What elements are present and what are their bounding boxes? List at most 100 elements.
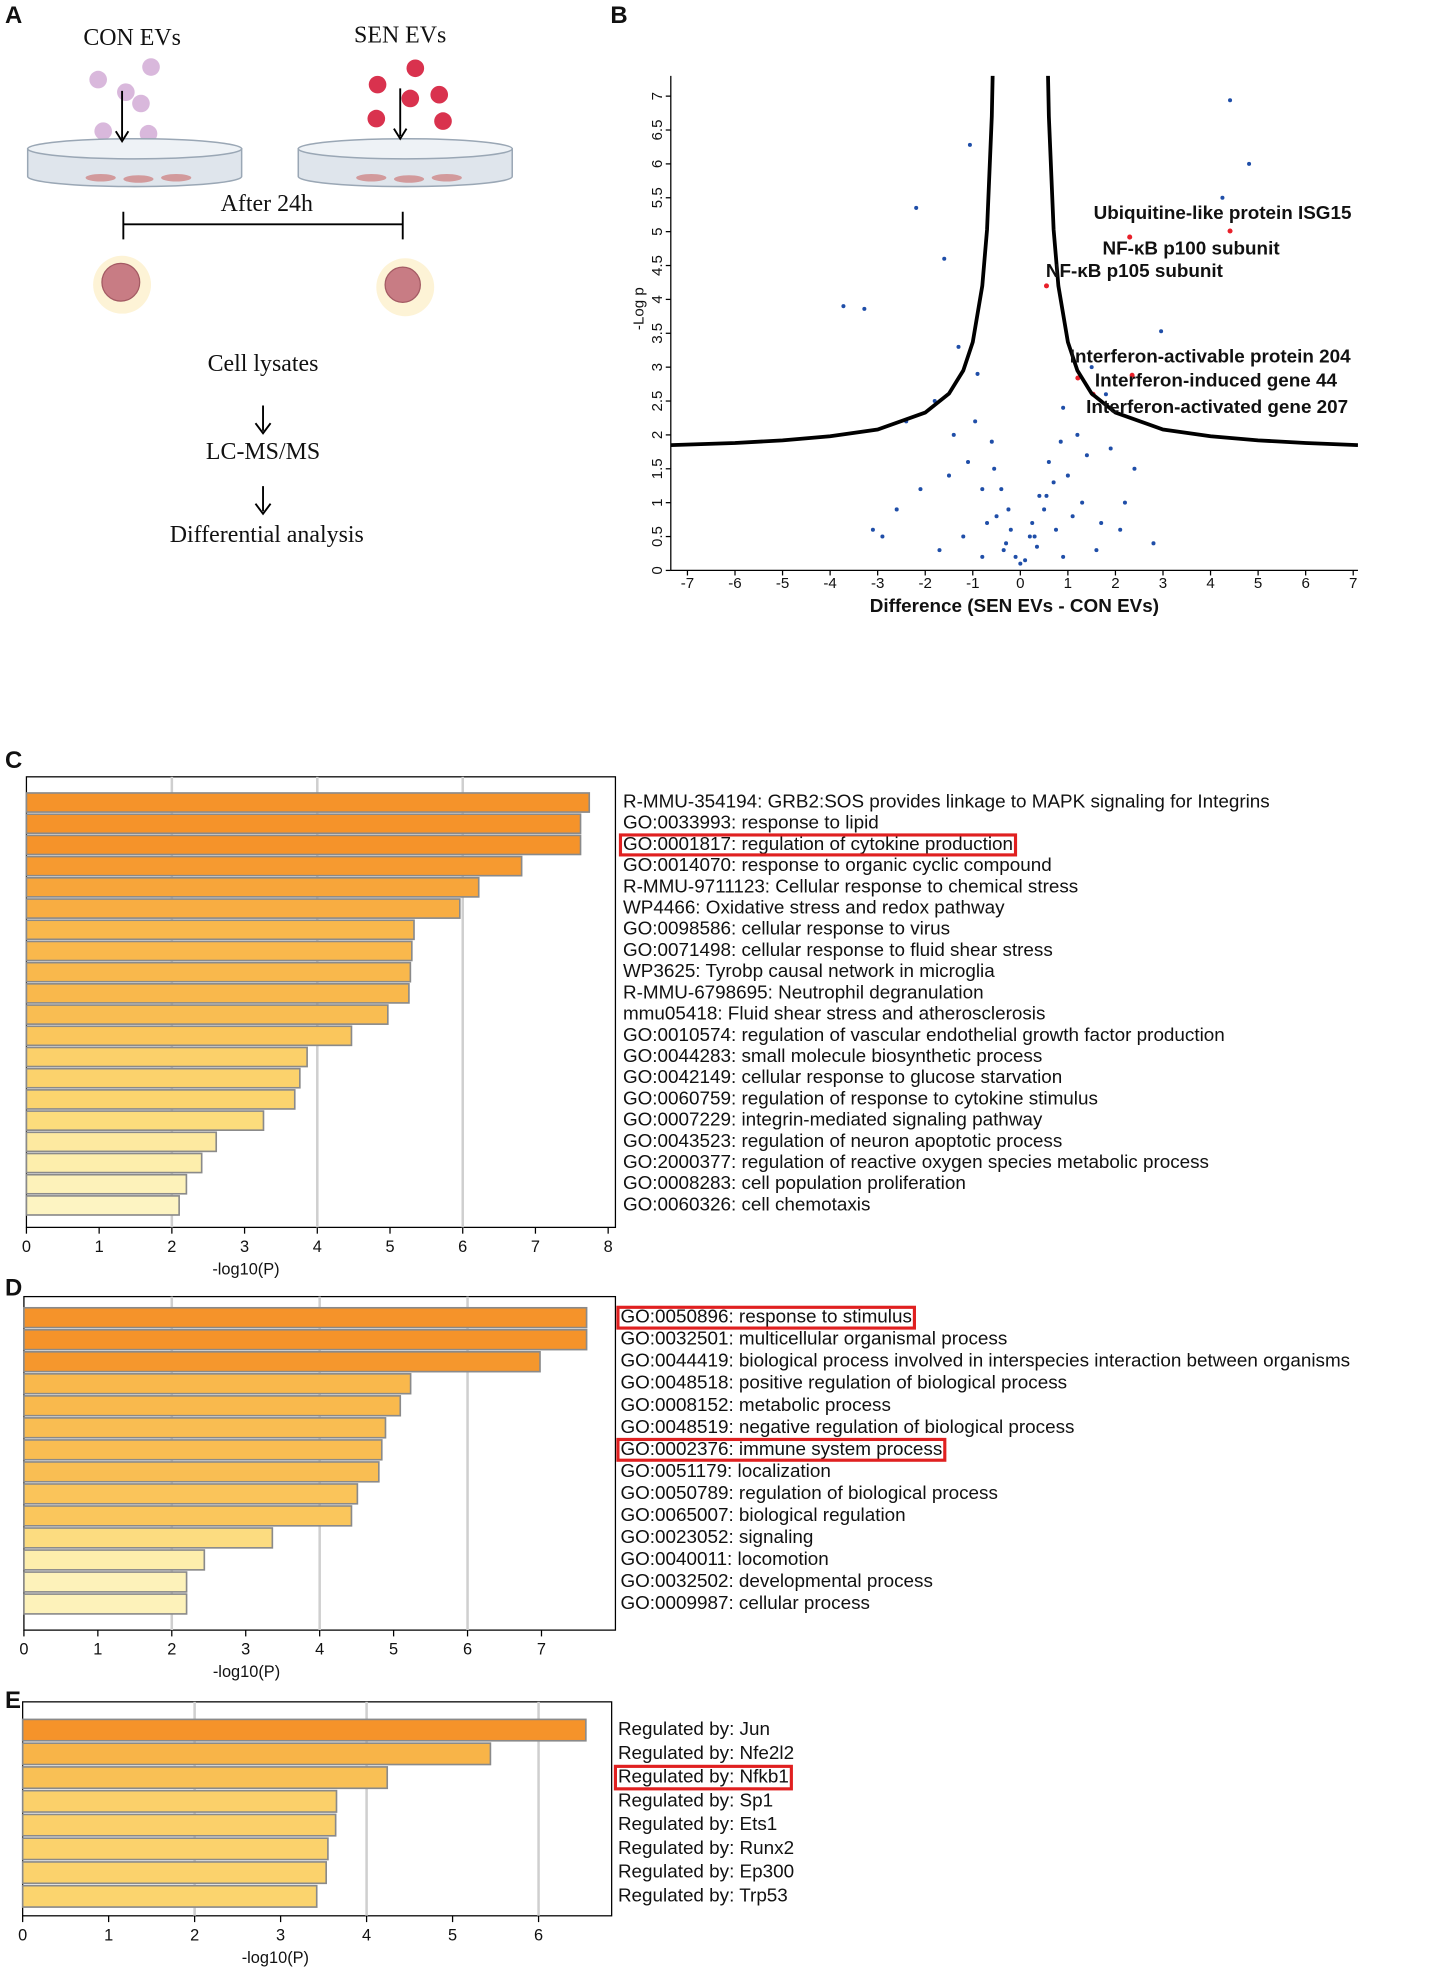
label: After 24h (221, 191, 313, 217)
bar (23, 1395, 402, 1417)
point (937, 548, 942, 553)
dish-icons (26, 137, 513, 188)
category-label: GO:0065007: biological regulation (620, 1504, 905, 1525)
category-label: GO:0050789: regulation of biological pro… (620, 1482, 997, 1503)
point (956, 344, 961, 349)
x-tick-label: -2 (919, 575, 932, 592)
point (1058, 439, 1063, 444)
point (946, 473, 952, 478)
category-label: GO:0002376: immune system process (620, 1438, 942, 1459)
x-tick-label: 0 (18, 1926, 27, 1944)
category-label: GO:0007229: integrin-mediated signaling … (623, 1109, 1043, 1130)
point (1023, 558, 1028, 563)
bar (23, 1593, 188, 1615)
bar (21, 1861, 327, 1885)
plot-area (670, 75, 1358, 566)
threshold-curve (670, 75, 995, 447)
x-tick-label: -5 (776, 575, 789, 592)
point (980, 554, 985, 559)
point (1006, 507, 1011, 512)
label: CON EVs (83, 25, 181, 51)
bar (21, 1813, 337, 1837)
category-label: Regulated by: Ep300 (618, 1861, 794, 1882)
category-label: GO:0060326: cell chemotaxis (623, 1193, 870, 1214)
point (1103, 392, 1108, 397)
bar (25, 898, 461, 919)
bar (23, 1549, 206, 1571)
point (1132, 466, 1137, 471)
x-tick-label: 2 (167, 1641, 176, 1659)
category-label: GO:0032502: developmental process (620, 1570, 932, 1591)
x-tick-label: 2 (1111, 575, 1119, 592)
point (1080, 500, 1085, 505)
point (1018, 561, 1023, 566)
panel-a: A CON EVs SEN EVs After 24h Cell lysates… (5, 2, 513, 548)
point (1061, 405, 1066, 410)
bar (25, 876, 480, 898)
x-tick-label: 6 (534, 1926, 543, 1944)
highlight-box (616, 1305, 916, 1330)
y-tick-label: 7 (649, 92, 666, 100)
category-label: Regulated by: Trp53 (618, 1884, 788, 1905)
x-axis-label: -log10(P) (213, 1663, 280, 1681)
x-tick-label: 4 (362, 1926, 371, 1944)
category-label: GO:0014070: response to organic cyclic c… (623, 854, 1052, 875)
bar (25, 855, 523, 877)
bar (25, 792, 591, 813)
x-axis-label: Difference (SEN EVs - CON EVs) (870, 595, 1159, 616)
point (1122, 500, 1127, 505)
bar (21, 1837, 329, 1861)
x-axis-label: -log10(P) (212, 1261, 279, 1279)
point (951, 432, 956, 437)
point (1089, 365, 1094, 370)
x-tick-label: 0 (19, 1641, 28, 1659)
point (966, 460, 971, 465)
y-tick-label: 1.5 (649, 458, 666, 479)
bar (23, 1439, 383, 1461)
category-label: WP3625: Tyrobp causal network in microgl… (623, 960, 995, 981)
category-label: GO:0008283: cell population proliferatio… (623, 1172, 966, 1193)
point (1044, 493, 1049, 498)
bar (21, 1766, 389, 1790)
point (1001, 548, 1006, 553)
category-label: GO:0033993: response to lipid (623, 812, 879, 833)
y-tick-label: 4 (649, 295, 666, 303)
category-label: Regulated by: Jun (618, 1718, 770, 1739)
point (870, 527, 875, 532)
category-label: GO:0060759: regulation of response to cy… (623, 1087, 1098, 1108)
point (1159, 329, 1164, 334)
x-tick-label: 5 (389, 1641, 398, 1659)
bar (25, 834, 582, 856)
y-tick-label: 2.5 (649, 391, 666, 412)
bar (23, 1351, 541, 1373)
point (1043, 283, 1050, 289)
category-label: GO:0043523: regulation of neuron apoptot… (623, 1130, 1062, 1151)
bar (25, 940, 413, 962)
point (1030, 520, 1035, 526)
annotation: Interferon-induced gene 44 (1095, 370, 1338, 391)
point (980, 487, 985, 492)
x-tick-label: 8 (604, 1238, 613, 1256)
highlight-box (616, 1437, 947, 1462)
category-label: GO:0032501: multicellular organismal pro… (620, 1328, 1007, 1349)
y-tick-label: 0 (649, 566, 666, 574)
point (1051, 480, 1056, 485)
point (1151, 541, 1156, 546)
category-label: Regulated by: Nfkb1 (618, 1766, 789, 1787)
category-label: GO:0098586: cellular response to virus (623, 918, 950, 939)
panel-letter: C (5, 747, 22, 774)
y-tick-label: 2 (649, 431, 666, 439)
point (1032, 534, 1037, 539)
bar (23, 1571, 188, 1593)
point (1127, 234, 1133, 240)
y-tick-label: 5 (649, 227, 666, 235)
bar (23, 1373, 412, 1395)
annotation: Interferon-activated gene 207 (1086, 396, 1348, 417)
x-tick-label: 5 (1254, 575, 1262, 592)
point (1118, 527, 1123, 532)
x-tick-label: 2 (190, 1926, 199, 1944)
point (1075, 432, 1080, 437)
point (1053, 527, 1059, 532)
point (862, 306, 867, 311)
